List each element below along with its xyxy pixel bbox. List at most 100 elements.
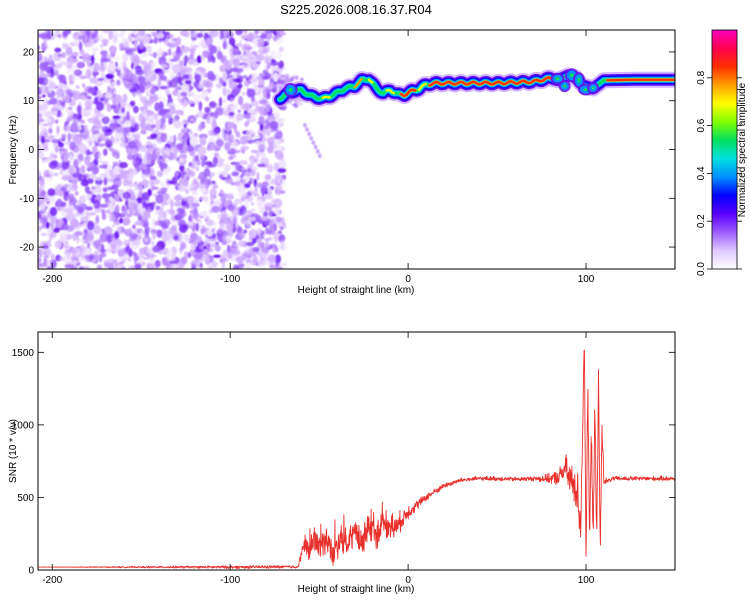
noise-speckle — [252, 237, 257, 244]
noise-speckle — [190, 183, 198, 188]
noise-speckle-layer — [38, 30, 322, 269]
noise-speckle — [50, 67, 55, 78]
noise-speckle — [112, 56, 120, 61]
noise-speckle — [199, 67, 206, 74]
noise-speckle — [51, 139, 61, 144]
noise-speckle — [76, 141, 84, 146]
noise-speckle — [154, 221, 159, 226]
noise-speckle — [209, 188, 217, 197]
noise-speckle — [94, 184, 102, 193]
noise-speckle — [203, 190, 209, 199]
noise-speckle — [197, 175, 205, 180]
noise-speckle — [118, 169, 125, 173]
noise-speckle — [157, 156, 166, 166]
noise-speckle — [305, 127, 309, 132]
noise-speckle — [279, 138, 285, 143]
noise-speckle — [96, 90, 102, 94]
noise-speckle — [115, 126, 124, 134]
noise-speckle — [72, 91, 81, 101]
noise-speckle — [221, 240, 228, 245]
noise-speckle — [234, 198, 243, 205]
noise-speckle — [54, 240, 62, 249]
noise-speckle — [80, 215, 89, 224]
noise-speckle — [45, 110, 53, 119]
noise-speckle — [107, 104, 112, 109]
noise-speckle — [156, 229, 163, 238]
noise-speckle — [38, 249, 43, 259]
noise-speckle — [86, 212, 91, 220]
noise-speckle — [102, 30, 111, 34]
noise-speckle — [143, 155, 147, 164]
noise-speckle — [45, 57, 53, 62]
noise-speckle — [197, 111, 204, 118]
noise-speckle — [267, 254, 277, 263]
noise-speckle — [241, 75, 248, 79]
noise-speckle — [269, 149, 274, 154]
noise-speckle — [132, 224, 136, 229]
noise-speckle — [250, 149, 258, 154]
noise-speckle — [279, 30, 285, 35]
noise-speckle — [201, 196, 209, 201]
noise-speckle — [84, 193, 93, 199]
noise-speckle — [92, 240, 101, 249]
noise-speckle — [150, 61, 156, 69]
noise-speckle — [135, 69, 145, 76]
noise-speckle — [211, 56, 216, 64]
noise-speckle — [148, 262, 155, 269]
noise-speckle — [110, 119, 115, 124]
noise-speckle — [126, 172, 134, 182]
noise-speckle — [48, 195, 56, 204]
noise-speckle — [253, 193, 260, 197]
noise-speckle — [227, 133, 234, 144]
noise-speckle — [255, 53, 265, 62]
noise-speckle — [89, 62, 93, 67]
noise-speckle — [231, 171, 239, 177]
noise-speckle — [173, 55, 181, 61]
noise-speckle — [69, 80, 74, 85]
noise-speckle — [140, 125, 147, 135]
noise-speckle — [263, 73, 272, 80]
snr-series-line — [38, 349, 675, 570]
noise-speckle — [68, 153, 73, 162]
noise-speckle — [235, 67, 244, 73]
noise-speckle — [38, 187, 41, 197]
colorbar-tick-label: 0.6 — [696, 118, 707, 132]
noise-speckle — [120, 136, 126, 143]
noise-speckle — [155, 194, 164, 204]
noise-speckle — [220, 30, 224, 39]
noise-speckle — [96, 133, 102, 138]
signal-blob — [569, 73, 574, 78]
noise-speckle — [118, 261, 125, 266]
noise-speckle — [150, 31, 158, 37]
noise-speckle — [141, 192, 150, 201]
noise-speckle — [76, 121, 82, 126]
noise-speckle — [161, 222, 168, 229]
noise-speckle — [207, 70, 215, 81]
noise-speckle — [251, 96, 256, 103]
noise-speckle — [278, 77, 282, 80]
noise-speckle — [230, 213, 234, 221]
noise-speckle — [141, 146, 147, 153]
noise-speckle — [189, 136, 199, 146]
noise-speckle — [122, 52, 129, 62]
noise-speckle — [199, 39, 206, 48]
noise-speckle — [246, 88, 256, 98]
noise-speckle — [203, 50, 211, 58]
noise-speckle — [245, 241, 254, 247]
noise-speckle — [288, 78, 292, 81]
noise-speckle — [220, 218, 230, 224]
noise-speckle — [209, 79, 214, 89]
noise-speckle — [275, 50, 282, 59]
noise-speckle — [86, 231, 94, 242]
noise-speckle — [92, 145, 98, 153]
noise-speckle — [235, 161, 241, 171]
noise-speckle — [309, 136, 314, 141]
noise-speckle — [161, 153, 169, 159]
noise-speckle — [70, 122, 79, 131]
noise-speckle — [81, 223, 89, 229]
noise-speckle — [168, 208, 175, 215]
noise-speckle — [205, 179, 210, 189]
noise-speckle — [228, 112, 235, 116]
noise-speckle — [246, 168, 252, 173]
noise-speckle — [274, 201, 282, 205]
